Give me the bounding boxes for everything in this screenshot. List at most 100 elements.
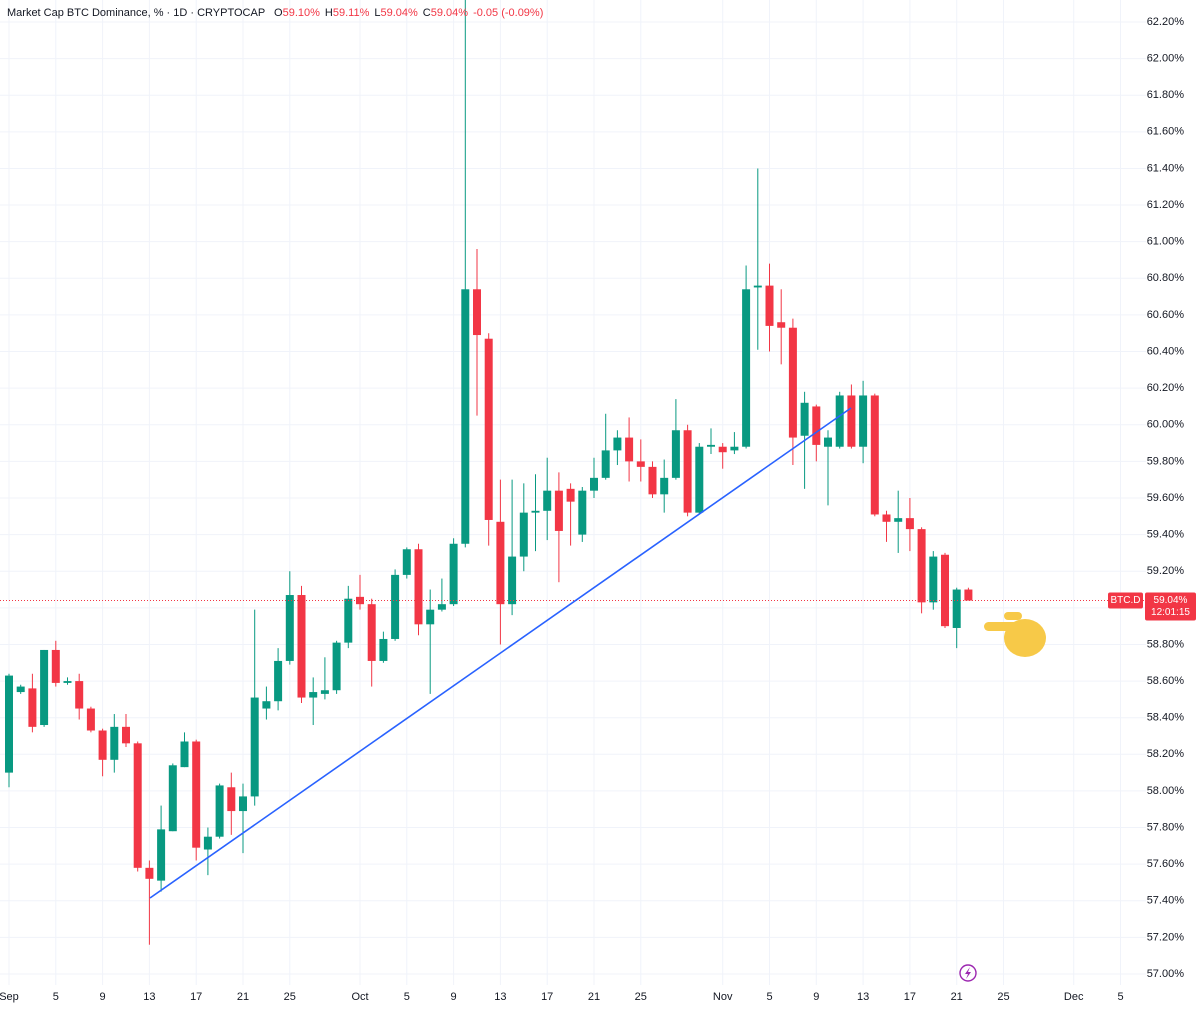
x-tick-label: 17 [190, 991, 202, 1003]
candle-body [636, 461, 645, 467]
y-tick-label: 57.00% [1147, 968, 1185, 980]
candle-body [110, 726, 119, 760]
x-tick-label: 21 [237, 991, 249, 1003]
ohlc-legend: O59.10% H59.11% L59.04% C59.04% -0.05 (-0.09… [274, 7, 543, 19]
candle-body [648, 466, 657, 495]
candle-body [800, 402, 809, 436]
candle-body [332, 642, 341, 691]
chart-title: Market Cap BTC Dominance, % · 1D · CRYPT… [7, 7, 265, 19]
y-tick-label: 59.20% [1147, 565, 1185, 577]
y-tick-label: 58.60% [1147, 675, 1185, 687]
candle-body [742, 289, 751, 447]
candle-body [86, 708, 95, 731]
x-tick-label: 5 [1117, 991, 1123, 1003]
x-tick-label: 13 [857, 991, 869, 1003]
symbol-box [1108, 592, 1143, 609]
candle-body [531, 510, 540, 513]
y-tick-label: 57.20% [1147, 931, 1185, 943]
candle-body [578, 490, 587, 535]
candle-body [344, 598, 353, 643]
y-tick-label: 57.80% [1147, 821, 1185, 833]
candle-body [274, 660, 283, 702]
candle-body [309, 692, 318, 698]
candle-body [625, 437, 634, 462]
x-tick-label: 21 [951, 991, 963, 1003]
candle-body [133, 743, 142, 868]
y-tick-label: 57.60% [1147, 858, 1185, 870]
candle-body [40, 649, 49, 726]
candle-body [543, 490, 552, 511]
candle-body [519, 512, 528, 557]
candle-body [262, 701, 271, 709]
candle-body [870, 395, 879, 515]
x-tick-label: 13 [143, 991, 155, 1003]
y-tick-label: 62.00% [1147, 52, 1185, 64]
y-tick-label: 60.60% [1147, 309, 1185, 321]
candle-body [777, 322, 786, 328]
candle-body [203, 836, 212, 850]
x-tick-label: 17 [541, 991, 553, 1003]
candle-body [63, 681, 72, 683]
candle-body [660, 477, 669, 495]
candle-body [707, 444, 715, 447]
x-tick-label: 25 [635, 991, 647, 1003]
y-tick-label: 61.80% [1147, 89, 1185, 101]
y-tick-label: 61.00% [1147, 236, 1185, 248]
y-tick-label: 58.20% [1147, 748, 1185, 760]
legend-value: 59.04% [431, 7, 469, 19]
candle-body [297, 595, 306, 698]
candle-body [941, 554, 949, 627]
candle-body [753, 285, 762, 288]
candle-body [414, 549, 423, 625]
candle-body [730, 446, 739, 451]
candle-body [391, 574, 400, 639]
candle-body [250, 697, 259, 797]
candle-body [847, 395, 856, 447]
candle-body [379, 638, 388, 661]
candle-body [964, 589, 973, 601]
trend-line [149, 407, 852, 899]
candle-body [122, 726, 130, 744]
candle-body [812, 406, 821, 445]
legend-key: O [274, 7, 283, 19]
candle-body [75, 681, 84, 709]
candle-body [894, 518, 903, 522]
y-tick-label: 59.40% [1147, 529, 1185, 541]
candle-body [16, 686, 25, 693]
x-tick-label: 21 [588, 991, 600, 1003]
candle-body [484, 338, 493, 520]
candle-body [98, 730, 107, 760]
candle-body [554, 490, 563, 531]
candle-body [227, 787, 236, 812]
legend-value: 59.11% [333, 7, 370, 19]
x-tick-label: Dec [1064, 991, 1084, 1003]
x-tick-label: 5 [766, 991, 772, 1003]
candle-body [5, 675, 13, 773]
legend-key: L [374, 7, 380, 19]
x-tick-label: 13 [494, 991, 506, 1003]
legend-key: C [423, 7, 431, 19]
candle-body [905, 518, 914, 530]
candle-body [461, 289, 470, 544]
candle-body [508, 556, 517, 605]
candle-body [285, 595, 294, 661]
candle-body [695, 446, 704, 513]
y-tick-label: 61.20% [1147, 199, 1185, 211]
change: -0.05 (-0.09%) [473, 7, 543, 19]
legend-key: H [325, 7, 333, 19]
candle-body [788, 327, 797, 438]
candle-body [566, 488, 575, 502]
candle-body [683, 430, 692, 513]
x-tick-label: 9 [100, 991, 106, 1003]
candle-body [917, 529, 926, 603]
candle-body [28, 688, 37, 727]
y-tick-label: 59.60% [1147, 492, 1185, 504]
candle-body [718, 446, 727, 453]
y-tick-label: 58.80% [1147, 638, 1185, 650]
y-tick-label: 58.40% [1147, 712, 1185, 724]
candle-body [367, 604, 376, 661]
candle-body [601, 450, 610, 478]
candle-body [239, 796, 247, 812]
candle-body [168, 765, 177, 832]
